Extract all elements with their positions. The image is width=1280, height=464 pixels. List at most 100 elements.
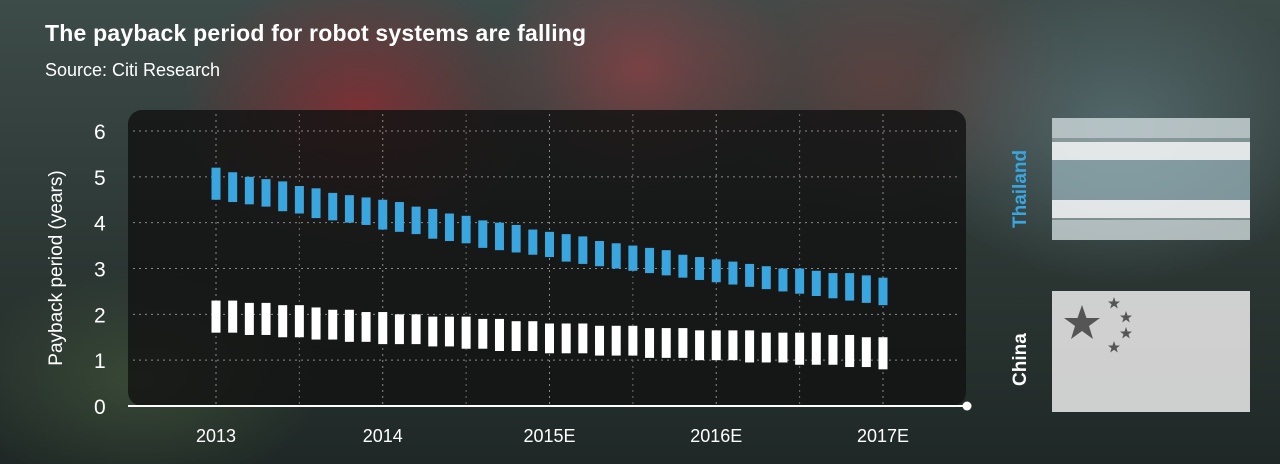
bar-thailand: [428, 208, 438, 239]
bar-china: [811, 332, 821, 365]
bar-thailand: [394, 202, 404, 232]
bar-thailand: [811, 270, 821, 296]
bar-thailand: [561, 234, 571, 262]
bar-china: [878, 337, 888, 370]
bar-china: [244, 302, 254, 335]
bar-china: [545, 323, 554, 354]
y-tick-label: 5: [94, 167, 106, 190]
bar-thailand: [211, 167, 221, 200]
bar-thailand: [344, 195, 354, 223]
bar-thailand: [645, 247, 655, 274]
bar-china: [294, 305, 304, 338]
bar-china: [328, 309, 338, 340]
bar-china: [845, 334, 855, 368]
bar-thailand: [461, 215, 471, 244]
bar-china: [378, 312, 388, 345]
legend-label-china: China: [1010, 333, 1031, 386]
bar-china: [611, 325, 621, 356]
bar-china: [261, 302, 271, 335]
thailand-flag-icon: [1052, 118, 1250, 240]
bar-china: [561, 323, 571, 354]
bar-thailand: [378, 199, 388, 230]
bar-thailand: [478, 220, 488, 248]
bar-thailand: [494, 222, 504, 251]
bar-china: [228, 300, 238, 333]
bar-china: [578, 323, 588, 354]
bar-china: [478, 318, 488, 349]
chart-source: Source: Citi Research: [45, 60, 221, 80]
bar-china: [494, 318, 504, 351]
y-tick-label: 1: [94, 350, 106, 373]
y-tick-label: 4: [94, 213, 106, 236]
y-tick-label: 3: [94, 259, 106, 282]
bar-china: [861, 337, 871, 368]
x-tick-label: 2017E: [857, 426, 909, 446]
y-tick-label: 2: [94, 304, 106, 327]
legend-label-thailand: Thailand: [1010, 149, 1031, 228]
bar-thailand: [745, 263, 755, 287]
bar-thailand: [328, 192, 338, 221]
bar-china: [645, 328, 655, 358]
bar-thailand: [628, 245, 638, 271]
bar-china: [528, 321, 538, 351]
bar-thailand: [878, 277, 888, 306]
bar-thailand: [411, 206, 421, 235]
bar-china: [728, 330, 738, 361]
bar-china: [678, 328, 688, 358]
x-tick-label: 2014: [363, 426, 403, 446]
bar-thailand: [711, 259, 721, 283]
bar-china: [511, 321, 521, 351]
bar-thailand: [778, 268, 788, 292]
y-tick-label: 0: [94, 396, 106, 419]
bar-china: [444, 316, 454, 347]
bar-thailand: [361, 197, 371, 225]
x-tick-label: 2015E: [523, 426, 575, 446]
bar-china: [628, 325, 638, 356]
y-tick-label: 6: [94, 121, 106, 144]
bar-china: [778, 332, 788, 363]
bar-thailand: [828, 273, 838, 299]
bar-china: [795, 332, 805, 365]
bar-thailand: [261, 179, 271, 207]
bar-china: [278, 305, 288, 338]
bar-china: [361, 312, 371, 342]
bar-china: [661, 328, 671, 358]
bar-thailand: [545, 231, 554, 258]
bar-thailand: [845, 273, 855, 301]
plot-panel: [128, 110, 966, 406]
y-axis-label: Payback period (years): [46, 170, 67, 365]
china-flag-icon: [1052, 291, 1250, 412]
bar-thailand: [294, 186, 304, 214]
bar-china: [711, 330, 721, 361]
x-tick-label: 2013: [196, 426, 236, 446]
bar-thailand: [228, 172, 238, 203]
bar-thailand: [444, 213, 454, 241]
bar-china: [761, 332, 771, 363]
bar-china: [461, 316, 471, 349]
bar-thailand: [595, 241, 605, 267]
axis-end-dot: [962, 401, 972, 411]
bar-thailand: [528, 229, 538, 255]
bar-thailand: [795, 268, 805, 294]
bar-thailand: [678, 254, 688, 278]
bar-thailand: [761, 266, 771, 290]
bar-thailand: [511, 224, 521, 253]
bar-china: [595, 325, 605, 356]
bar-thailand: [861, 275, 871, 303]
bar-thailand: [311, 188, 321, 219]
bar-thailand: [728, 261, 738, 285]
bar-thailand: [578, 236, 588, 264]
bar-china: [695, 330, 705, 361]
bar-thailand: [695, 257, 705, 280]
chart-title: The payback period for robot systems are…: [45, 20, 587, 46]
bar-china: [394, 314, 404, 345]
bar-thailand: [244, 176, 254, 205]
bar-thailand: [278, 181, 288, 212]
bar-china: [745, 330, 755, 363]
bar-china: [344, 309, 354, 342]
bar-china: [828, 334, 838, 365]
bar-thailand: [611, 243, 621, 269]
x-tick-label: 2016E: [690, 426, 742, 446]
bar-china: [411, 314, 421, 345]
